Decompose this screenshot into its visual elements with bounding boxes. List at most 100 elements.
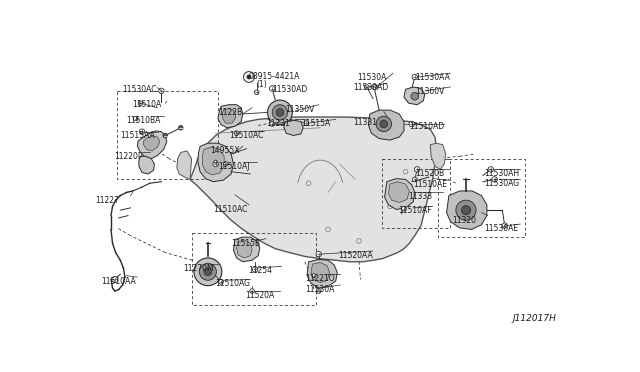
Text: 11270M: 11270M <box>183 264 214 273</box>
Text: 11360V: 11360V <box>415 87 444 96</box>
Circle shape <box>247 75 251 79</box>
Text: 11520AA: 11520AA <box>338 251 373 260</box>
Polygon shape <box>388 182 410 202</box>
Polygon shape <box>284 120 303 135</box>
Text: 11221O: 11221O <box>305 274 334 283</box>
Text: 11510AF: 11510AF <box>397 206 431 215</box>
Text: 11515AA: 11515AA <box>120 131 155 140</box>
Circle shape <box>244 71 254 82</box>
Circle shape <box>269 86 275 91</box>
Text: 1122B: 1122B <box>218 108 242 117</box>
Circle shape <box>376 116 392 132</box>
Text: 11510A: 11510A <box>132 100 162 109</box>
Circle shape <box>492 177 497 182</box>
Text: 11520B: 11520B <box>415 169 444 179</box>
Text: 11530AD: 11530AD <box>353 83 388 92</box>
Circle shape <box>380 120 388 128</box>
Text: 11333: 11333 <box>408 192 432 202</box>
Text: 11510AA: 11510AA <box>102 277 136 286</box>
Circle shape <box>415 167 420 172</box>
Text: 11231: 11231 <box>266 119 290 128</box>
Circle shape <box>316 251 321 257</box>
Polygon shape <box>430 143 446 169</box>
Circle shape <box>159 88 164 93</box>
Circle shape <box>140 129 145 134</box>
Text: 11220P: 11220P <box>114 153 143 161</box>
Circle shape <box>276 109 284 116</box>
Polygon shape <box>385 179 415 209</box>
Circle shape <box>112 276 118 283</box>
Polygon shape <box>177 151 191 179</box>
Text: 11510AJ: 11510AJ <box>218 162 250 171</box>
Circle shape <box>412 74 417 80</box>
Polygon shape <box>404 87 425 105</box>
Text: 11510AC: 11510AC <box>229 131 263 140</box>
Polygon shape <box>447 191 487 230</box>
Circle shape <box>451 195 481 225</box>
Text: 11530AE: 11530AE <box>484 224 518 233</box>
Polygon shape <box>202 147 224 175</box>
Circle shape <box>272 105 288 120</box>
Circle shape <box>250 289 254 294</box>
Polygon shape <box>139 156 154 174</box>
Polygon shape <box>190 117 436 262</box>
Circle shape <box>371 112 396 136</box>
Circle shape <box>488 167 493 172</box>
Text: 11510AE: 11510AE <box>413 180 447 189</box>
Circle shape <box>364 85 369 89</box>
Circle shape <box>372 84 377 90</box>
Circle shape <box>254 90 259 95</box>
Circle shape <box>270 122 275 126</box>
Text: 08915-4421A: 08915-4421A <box>249 71 300 81</box>
Circle shape <box>199 263 216 280</box>
Polygon shape <box>234 237 260 262</box>
Circle shape <box>461 206 470 215</box>
Circle shape <box>456 200 476 220</box>
Circle shape <box>179 125 183 130</box>
Polygon shape <box>138 131 167 158</box>
Text: J112017H: J112017H <box>513 314 556 323</box>
Text: 11530A: 11530A <box>305 285 334 294</box>
Polygon shape <box>237 240 252 258</box>
Circle shape <box>252 267 258 272</box>
Circle shape <box>412 177 417 182</box>
Circle shape <box>312 274 316 278</box>
Text: 11331: 11331 <box>353 118 377 127</box>
Circle shape <box>194 258 222 286</box>
Circle shape <box>502 223 508 228</box>
Text: 11520A: 11520A <box>245 291 275 300</box>
Circle shape <box>402 206 406 211</box>
Circle shape <box>234 131 239 135</box>
Circle shape <box>214 160 217 163</box>
Text: 11530AH: 11530AH <box>484 169 520 179</box>
Text: 11254: 11254 <box>248 266 272 275</box>
Text: 11320: 11320 <box>452 216 476 225</box>
Circle shape <box>163 133 168 138</box>
Polygon shape <box>218 105 243 128</box>
Circle shape <box>268 100 292 125</box>
Text: 11530A: 11530A <box>358 73 387 82</box>
Text: 11530AA: 11530AA <box>415 73 450 82</box>
Circle shape <box>134 116 138 121</box>
Circle shape <box>138 101 143 106</box>
Circle shape <box>219 279 223 284</box>
Circle shape <box>411 92 419 100</box>
Polygon shape <box>311 263 330 283</box>
Text: 11227: 11227 <box>95 196 120 205</box>
Text: 11510BA: 11510BA <box>127 116 161 125</box>
Text: 11510AD: 11510AD <box>410 122 445 131</box>
Circle shape <box>304 121 308 125</box>
Circle shape <box>223 162 228 166</box>
Circle shape <box>213 161 218 167</box>
Circle shape <box>409 121 415 126</box>
Text: 11510AC: 11510AC <box>213 205 248 214</box>
Polygon shape <box>223 109 236 123</box>
Circle shape <box>204 268 212 276</box>
Polygon shape <box>198 143 234 182</box>
Polygon shape <box>143 136 160 151</box>
Text: 11515A: 11515A <box>301 119 330 128</box>
Circle shape <box>316 289 321 294</box>
Text: 11530AD: 11530AD <box>272 85 307 94</box>
Text: 11350V: 11350V <box>285 105 315 114</box>
Text: (1): (1) <box>257 80 268 89</box>
